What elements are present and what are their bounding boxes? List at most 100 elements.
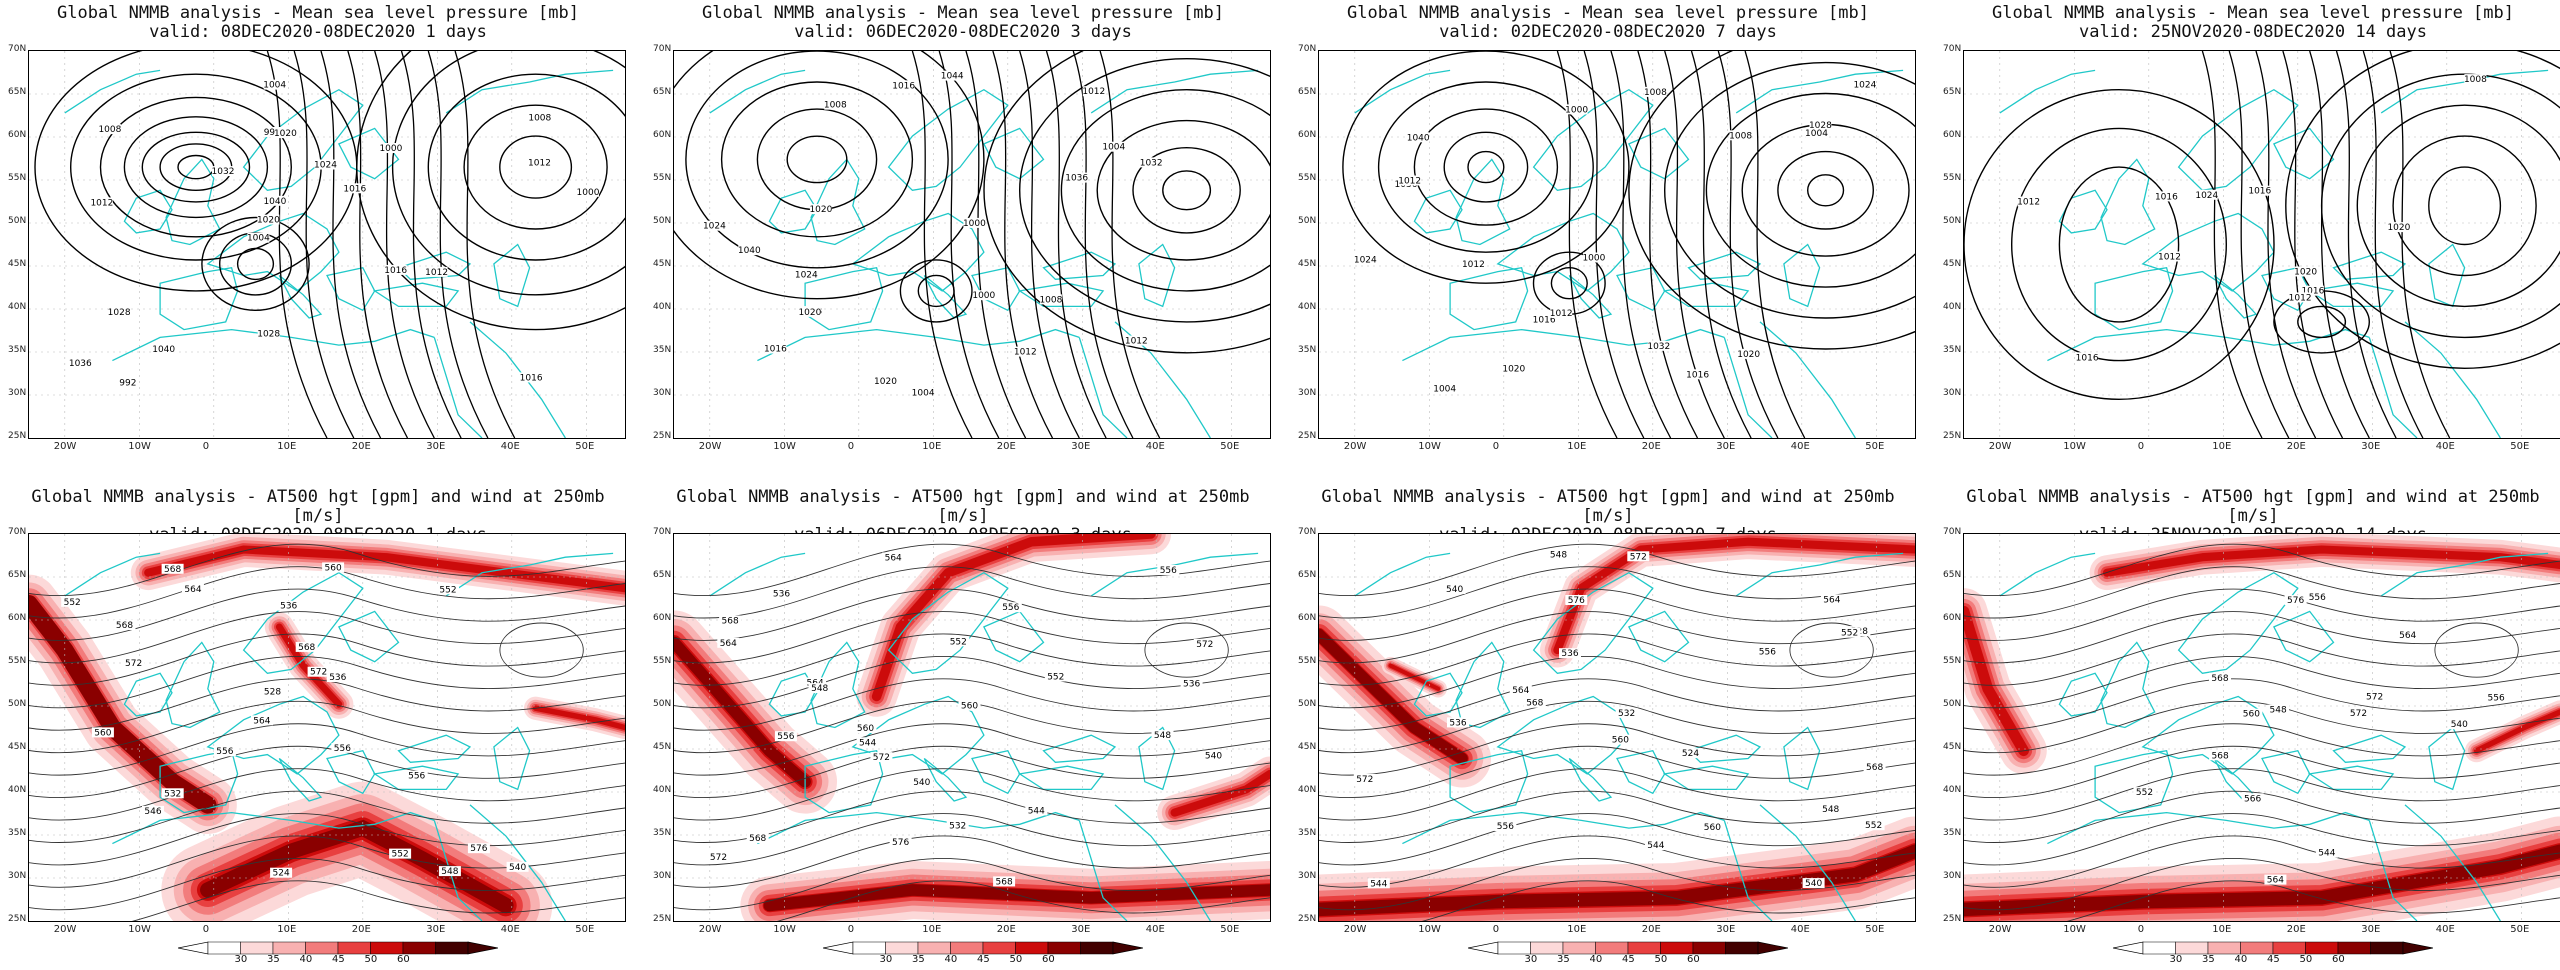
contour-label-bg — [738, 245, 761, 256]
coastline — [757, 328, 1080, 362]
lon-label: 0 — [2137, 924, 2145, 935]
coastline — [1354, 69, 1451, 114]
contour-label: 1016 — [1533, 316, 1556, 326]
contour-label-bg — [1102, 141, 1125, 152]
contour-label-bg — [2448, 719, 2471, 730]
height-contour — [1964, 790, 2560, 843]
coastline — [709, 552, 806, 597]
contour-label: 548 — [2270, 706, 2287, 716]
contour-label-bg — [113, 620, 136, 630]
height-contour — [29, 700, 625, 754]
isobar — [391, 51, 625, 296]
lat-label: 50N — [8, 216, 27, 226]
wind-speed-shading — [1553, 537, 1915, 655]
height-contour — [1319, 588, 1915, 641]
contour-label: 540 — [1805, 879, 1822, 889]
colorbar-swatch — [2240, 941, 2274, 955]
height-contour — [674, 566, 1270, 619]
colorbar-arrow — [2402, 941, 2434, 955]
coastline — [165, 641, 221, 729]
contour-label-bg — [1644, 86, 1667, 97]
colorbar-swatch — [852, 941, 886, 955]
contour-label: 1008 — [1039, 295, 1062, 305]
height-contour — [2066, 880, 2560, 921]
height-contour — [674, 700, 1270, 754]
coastline — [709, 69, 806, 114]
coastline — [2213, 274, 2258, 319]
coastline — [433, 820, 483, 921]
height-contour — [29, 723, 625, 776]
lat-label: 65N — [1298, 87, 1317, 97]
contour-label-bg — [108, 306, 131, 317]
contour-label: 536 — [1449, 718, 1466, 728]
coastline — [983, 610, 1045, 663]
contour-label-bg — [1407, 132, 1430, 143]
contour-label: 1016 — [343, 184, 366, 194]
height-contour — [1319, 723, 1915, 776]
coastline — [1735, 552, 1904, 597]
lon-label: 20W — [698, 924, 722, 935]
contour-label-bg — [1140, 157, 1163, 168]
contour-label-bg — [703, 220, 726, 231]
coastline — [1078, 337, 1128, 438]
lat-label: 70N — [1298, 44, 1317, 54]
height-contour — [674, 543, 1270, 597]
mslp-panel-1: Global NMMB analysis - Mean sea level pr… — [8, 4, 628, 452]
lon-label: 10E — [277, 924, 297, 935]
contour-label: 1008 — [1644, 88, 1667, 98]
coastline — [1616, 749, 1666, 795]
coastline — [1999, 69, 2096, 114]
lon-label: 20W — [53, 924, 77, 935]
isobar — [427, 73, 625, 261]
contour-label-bg — [257, 328, 280, 339]
contour-label: 548 — [1550, 551, 1567, 561]
coastline — [372, 765, 460, 791]
contour-label-bg — [795, 269, 818, 280]
contour-label-bg — [314, 159, 337, 170]
lat-label: 30N — [1298, 871, 1317, 881]
contour-label: 576 — [470, 844, 487, 854]
contour-label: 564 — [1512, 686, 1529, 696]
contour-label: 576 — [2287, 596, 2304, 606]
contour-label: 1016 — [892, 81, 915, 91]
coastline — [851, 212, 985, 292]
lat-label: 35N — [1943, 345, 1962, 355]
coastline — [1413, 672, 1463, 717]
lat-label: 70N — [653, 44, 672, 54]
lat-label: 40N — [1943, 302, 1962, 312]
contour-label-bg — [2248, 185, 2271, 196]
lon-label: 10W — [1418, 441, 1441, 452]
isobar — [2309, 51, 2370, 438]
height-contour — [674, 656, 1270, 709]
lat-label: 25N — [1943, 431, 1962, 441]
contour-label: 1016 — [764, 345, 787, 355]
contour-label: 1004 — [1102, 143, 1125, 153]
contour-label-bg — [528, 112, 551, 123]
height-wind-map: 540 544 548 552 556 560 564 568 572 536 532 536 540 5… — [673, 533, 1271, 922]
coastline — [326, 266, 376, 312]
contour-label: 1028 — [257, 330, 280, 340]
contour-label: 1036 — [1065, 174, 1088, 184]
contour-label-bg — [1862, 820, 1885, 831]
isobar — [2201, 51, 2263, 438]
contour-label: 564 — [720, 639, 737, 649]
colorbar-swatch — [885, 941, 919, 955]
coastline — [1628, 610, 1690, 663]
coastline — [159, 266, 239, 331]
contour-label-bg — [343, 183, 366, 194]
lat-label: 30N — [1943, 871, 1962, 881]
colorbar-swatch — [305, 941, 339, 955]
isobar — [427, 51, 489, 438]
lat-label: 45N — [8, 259, 27, 269]
contour-label-bg — [263, 79, 286, 90]
lon-label: 50E — [2510, 924, 2530, 935]
lat-label: 65N — [8, 87, 27, 97]
contour-label-bg — [856, 737, 879, 748]
coastline — [64, 69, 161, 114]
colorbar-swatch — [337, 941, 371, 955]
contour-label: 1024 — [703, 222, 726, 232]
isobar — [2392, 135, 2537, 277]
lat-label: 65N — [1943, 570, 1962, 580]
height-contour — [131, 880, 625, 921]
lon-label: 40E — [2435, 924, 2455, 935]
